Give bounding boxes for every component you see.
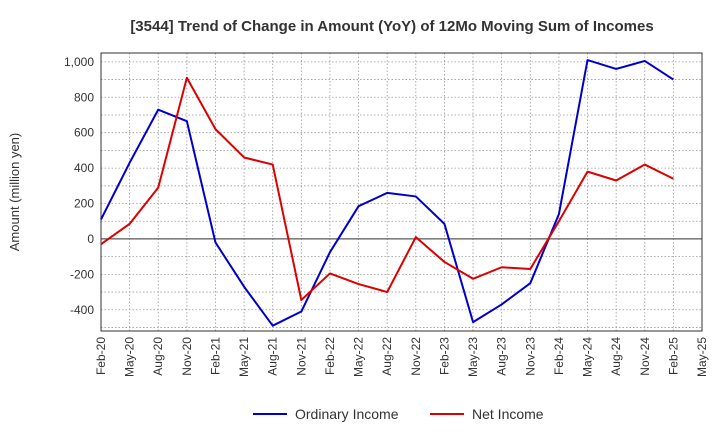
x-tick-label: Nov-22: [409, 337, 423, 376]
series-lines: [100, 59, 674, 327]
grid-lines: [100, 53, 703, 331]
legend-label: Ordinary Income: [295, 406, 399, 422]
x-tick-label: Aug-21: [266, 337, 280, 376]
x-tick-labels: Feb-20 May-20 Aug-20 Nov-20 Feb-21 May-21 Aug-…: [94, 337, 709, 377]
plot-area: [100, 52, 703, 332]
x-tick-label: Nov-20: [180, 337, 194, 376]
y-tick-label: -200: [70, 267, 94, 281]
x-tick-label: May-22: [352, 337, 366, 377]
y-tick-label: 0: [87, 232, 94, 246]
y-axis-label: Amount (million yen): [7, 133, 22, 252]
x-tick-label: Feb-21: [208, 337, 222, 375]
x-tick-label: Nov-24: [638, 337, 652, 376]
x-tick-label: Aug-24: [609, 337, 623, 376]
y-tick-labels: -400 -200 0 200 400 600 800 1,000: [64, 55, 94, 317]
x-tick-label: Feb-24: [552, 337, 566, 375]
legend-label: Net Income: [472, 406, 544, 422]
x-tick-label: May-23: [466, 337, 480, 377]
y-tick-label: 1,000: [64, 55, 94, 69]
x-tick-label: Nov-23: [523, 337, 537, 376]
x-tick-label: Feb-20: [94, 337, 108, 375]
chart-title: [3544] Trend of Change in Amount (YoY) o…: [130, 18, 653, 35]
x-tick-label: Feb-22: [323, 337, 337, 375]
series-line-net-income: [100, 76, 674, 302]
series-line-ordinary-income: [100, 59, 674, 327]
x-tick-label: May-24: [581, 337, 595, 377]
x-tick-label: Feb-25: [666, 337, 680, 375]
x-tick-label: May-25: [695, 337, 709, 377]
y-tick-label: 600: [74, 126, 94, 140]
y-tick-label: 400: [74, 161, 94, 175]
x-tick-label: Aug-20: [151, 337, 165, 376]
x-tick-label: Nov-21: [294, 337, 308, 376]
y-tick-label: 200: [74, 197, 94, 211]
x-tick-label: May-21: [237, 337, 251, 377]
x-tick-label: Aug-22: [380, 337, 394, 376]
x-tick-label: Aug-23: [495, 337, 509, 376]
y-tick-label: 800: [74, 90, 94, 104]
y-tick-label: -400: [70, 303, 94, 317]
legend: Ordinary Income Net Income: [253, 406, 544, 422]
x-tick-label: Feb-23: [437, 337, 451, 375]
x-tick-label: May-20: [123, 337, 137, 377]
